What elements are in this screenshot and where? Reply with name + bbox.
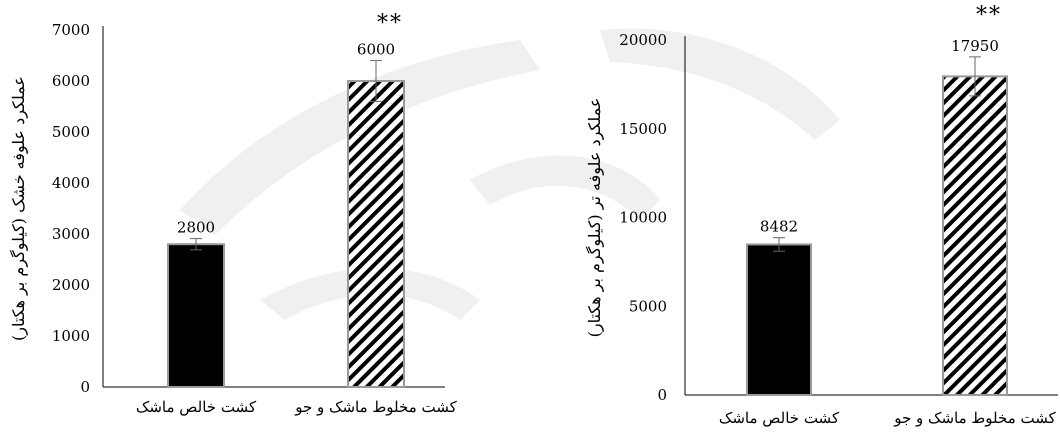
x-category-label: کشت خالص ماشک	[136, 398, 257, 416]
x-category-label: کشت مخلوط ماشک و جو	[294, 398, 457, 416]
y-tick-label: 20000	[619, 31, 667, 49]
y-tick-label: 4000	[52, 174, 90, 192]
y-axis-title: عملکرد علوفه خشک (کیلوگرم بر هکتار)	[9, 76, 28, 341]
y-tick-label: 2000	[52, 276, 90, 294]
y-tick-label: 5000	[629, 297, 667, 315]
chart-1: 0 1000 2000 3000 4000 5000 6000 7000 عملکرد علوف…	[9, 11, 458, 416]
x-category-label: کشت مخلوط ماشک و جو	[893, 409, 1056, 427]
significance-marker: **	[976, 3, 1002, 28]
y-tick-label: 0	[657, 386, 667, 404]
y-tick-label: 15000	[619, 120, 667, 138]
bar	[347, 80, 405, 388]
data-label: 17950	[951, 37, 999, 55]
y-axis-title: عملکرد علوفه تر (کیلوگرم بر هکتار)	[585, 98, 604, 338]
y-tick-label: 3000	[52, 225, 90, 243]
bar	[167, 243, 225, 388]
y-tick-label: 6000	[52, 72, 90, 90]
y-tick-label: 0	[80, 378, 90, 396]
y-tick-label: 1000	[52, 327, 90, 345]
data-label: 6000	[357, 41, 395, 59]
x-category-label: کشت خالص ماشک	[719, 409, 840, 427]
watermark	[180, 28, 840, 320]
significance-marker: **	[377, 11, 403, 36]
bar	[746, 243, 812, 396]
data-label: 2800	[177, 219, 215, 237]
data-label: 8482	[760, 218, 798, 236]
y-tick-label: 10000	[619, 209, 667, 227]
y-tick-label: 5000	[52, 123, 90, 141]
bar	[942, 75, 1008, 396]
chart-2: 0 5000 10000 15000 20000 عملکرد علوفه تر (کیل…	[585, 3, 1058, 427]
y-tick-label: 7000	[52, 21, 90, 39]
